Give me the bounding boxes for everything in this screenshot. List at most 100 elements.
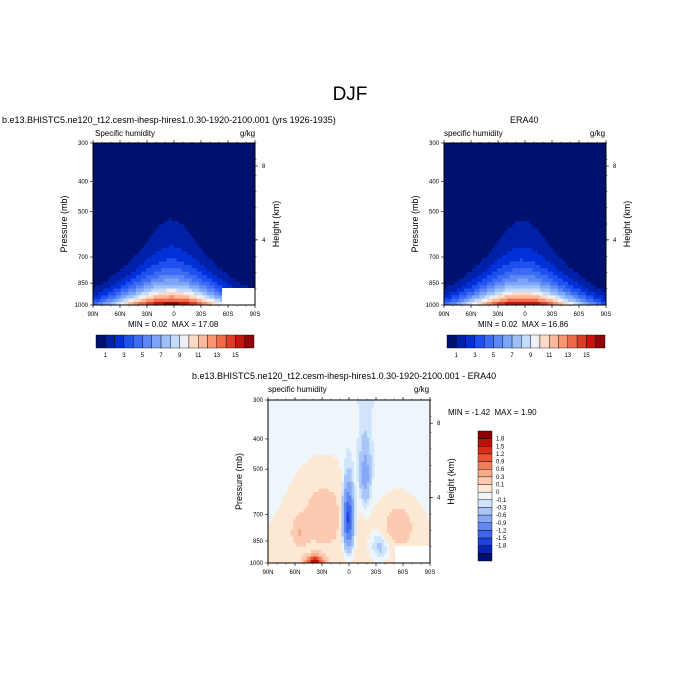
panel-2-colorbar-box [586,334,596,349]
panel-2-stats: MIN = 0.02 MAX = 16.86 [478,320,569,329]
panel-1-stats: MIN = 0.02 MAX = 17.08 [128,320,219,329]
panel-3-colorbar-label: 0.9 [496,460,505,466]
panel-1-colorbar-box [216,334,227,349]
panel-3-y-tick-label: 700 [253,513,264,519]
panel-3-colorbar-box [477,514,493,523]
panel-1-colorbar-label: 9 [178,353,182,359]
panel-3-y2-tick-label: 8 [437,421,441,427]
panel-1-colorbar-box [235,334,245,349]
panel-2-colorbar-box [446,334,457,349]
panel-1-y2-tick-label: 4 [262,238,266,244]
panel-2-colorbar-box [521,334,531,349]
panel-3-colorbar-box [477,499,493,508]
panel-3-stats: MIN = -1.42 MAX = 1.90 [448,408,537,417]
panel-2-colorbar-box [539,334,550,349]
panel-3-colorbar-box [477,438,493,447]
panel-2-colorbar-label: 5 [492,353,496,359]
panel-1-y2label: Height (km) [271,201,281,248]
panel-3-x-tick-label: 90N [262,570,273,576]
panel-2-y2label: Height (km) [622,201,632,248]
panel-1-colorbar-box [123,334,134,349]
panel-2-colorbar-label: 3 [473,353,477,359]
panel-1-left-label: Specific humidity [95,129,156,138]
panel-2-x-tick-label: 60S [574,312,585,318]
panel-1-x-tick-label: 60S [223,312,234,318]
panel-1-y-tick-label: 850 [78,281,89,287]
panel-2-colorbar-label: 13 [564,353,571,359]
panel-1-x-tick-label: 90N [87,312,98,318]
panel-3-y-tick-label: 500 [253,467,264,473]
panel-1-colorbar-box [160,334,171,349]
panel-3-y2label: Height (km) [446,458,456,505]
panel-3-ylabel: Pressure (mb) [234,453,244,510]
panel-1-colorbar-box [95,334,106,349]
panel-2-colorbar-box [595,334,606,349]
panel-3-colorbar-box [477,446,493,455]
panel-1-colorbar-label: 5 [141,353,145,359]
figure-title: DJF [332,84,368,105]
panel-2-colorbar-box [502,334,513,349]
panel-3-colorbar-label: -1.8 [496,544,507,550]
panel-1-colorbar-box [132,334,143,349]
panel-3-units: g/kg [414,385,430,394]
panel-3-x-tick-label: 0 [347,570,351,576]
panel-1-colorbar-box [170,334,180,349]
panel-3-title: b.e13.BHISTC5.ne120_t12.cesm-ihesp-hires… [192,371,497,381]
panel-2-colorbar-box [483,334,494,349]
panel-2-x-tick-label: 30N [492,312,503,318]
panel-3-colorbar-box [477,476,493,485]
panel-1-colorbar-box [142,334,152,349]
panel-2-min: 0.02 [501,320,518,329]
panel-1-max: 17.08 [198,320,219,329]
panel-3-y-tick-label: 850 [253,539,264,545]
panel-1-ylabel: Pressure (mb) [59,195,69,252]
panel-1-y-tick-label: 1000 [75,303,89,309]
panel-3-min: -1.42 [471,408,491,417]
panel-2-y-tick-label: 400 [429,180,440,186]
panel-2-colorbar-box [493,334,503,349]
panel-3-y-tick-label: 1000 [250,561,264,567]
panel-2-colorbar-label: 1 [455,353,459,359]
panel-2-colorbar-box [456,334,466,349]
panel-1-colorbar-box [151,334,162,349]
panel-1-y2-tick-label: 8 [262,164,266,170]
panel-1-colorbar-label: 11 [195,353,202,359]
panel-1-y-tick-label: 400 [78,180,89,186]
panel-3-colorbar-box [477,491,493,501]
panel-3-max: 1.90 [520,408,537,417]
panel-3-colorbar-box [477,545,493,554]
panel-3-x-tick-label: 30S [371,570,382,576]
panel-3-colorbar-box [477,430,493,439]
panel-3-colorbar-label: 1.8 [496,437,505,443]
panel-1-title: b.e13.BHISTC5.ne120_t12.cesm-ihesp-hires… [2,115,336,125]
panel-2-x-tick-label: 90S [601,312,612,318]
panel-3-colorbar-label: -1.2 [496,528,507,534]
panel-1-colorbar-label: 15 [232,353,239,359]
panel-1-colorbar-box [188,334,199,349]
panel-1-colorbar-box [105,334,115,349]
panel-2-field [444,143,607,306]
panel-2-x-tick-label: 90N [438,312,449,318]
panel-2-colorbar-box [511,334,522,349]
panel-3-colorbar-label: 0.1 [496,483,505,489]
panel-3-y2-tick-label: 4 [437,495,441,501]
panel-2-colorbar-box [567,334,578,349]
panel-1-colorbar-label: 13 [213,353,220,359]
panel-3-colorbar-box [477,507,493,516]
panel-3-colorbar-label: -0.3 [496,505,507,511]
panel-1-missing-region [222,288,255,305]
panel-2-y-tick-label: 300 [429,141,440,147]
panel-2-max: 16.86 [548,320,569,329]
panel-1-x-tick-label: 30S [196,312,207,318]
panel-2-colorbar-box [558,334,569,349]
panel-3-x-tick-label: 60S [398,570,409,576]
panel-2-colorbar-box [530,334,541,349]
panel-3-colorbar-box [477,461,493,470]
panel-3-colorbar-box [477,469,493,478]
panel-3-colorbar-box [477,522,493,531]
panel-2-y2-tick-label: 4 [613,238,617,244]
panel-2-colorbar-box [549,334,559,349]
panel-3-y-tick-label: 400 [253,437,264,443]
panel-1-y-tick-label: 300 [78,141,89,147]
panel-1-x-tick-label: 60N [114,312,125,318]
